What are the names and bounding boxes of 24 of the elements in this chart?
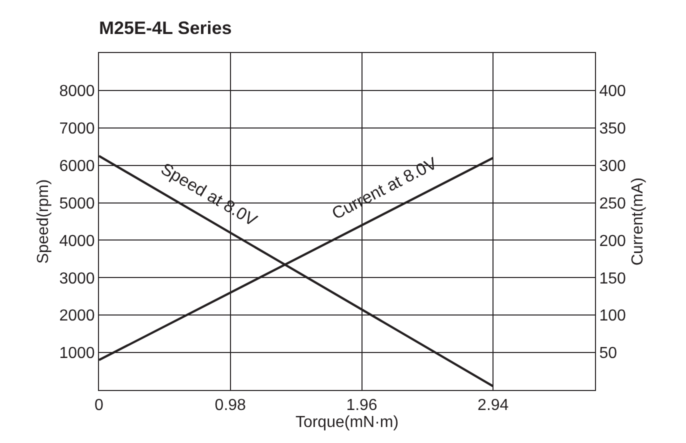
y-tick-label: 8000	[59, 83, 95, 100]
y-tick-label: 2000	[59, 308, 95, 325]
y2-tick-label: 150	[599, 270, 626, 288]
y2-tick-label: 250	[599, 195, 626, 212]
y2-tick-label: 400	[599, 83, 626, 100]
chart-title: M25E-4L Series	[99, 18, 232, 38]
y-tick-label: 1000	[59, 345, 95, 362]
y-tick-label: 6000	[59, 158, 95, 175]
x-tick-label: 0	[94, 397, 104, 414]
y2-tick-label: 300	[599, 158, 626, 175]
y2-tick-label: 100	[599, 308, 626, 325]
y-tick-label: 4000	[59, 232, 95, 250]
x-tick-label: 1.96	[346, 397, 378, 414]
x-axis-title: Torque(mN·m)	[295, 414, 399, 432]
y-tick-label: 5000	[59, 195, 95, 212]
y2-tick-label: 350	[599, 120, 626, 138]
y-tick-label: 7000	[59, 120, 95, 138]
y-tick-label: 3000	[59, 270, 95, 288]
y2-axis-title: Current(mA)	[630, 177, 647, 266]
y2-tick-label: 200	[599, 232, 626, 250]
y2-tick-label: 50	[599, 345, 618, 362]
x-tick-label: 2.94	[478, 397, 509, 414]
x-tick-label: 0.98	[214, 397, 246, 414]
y-axis-title: Speed(rpm)	[35, 179, 52, 264]
